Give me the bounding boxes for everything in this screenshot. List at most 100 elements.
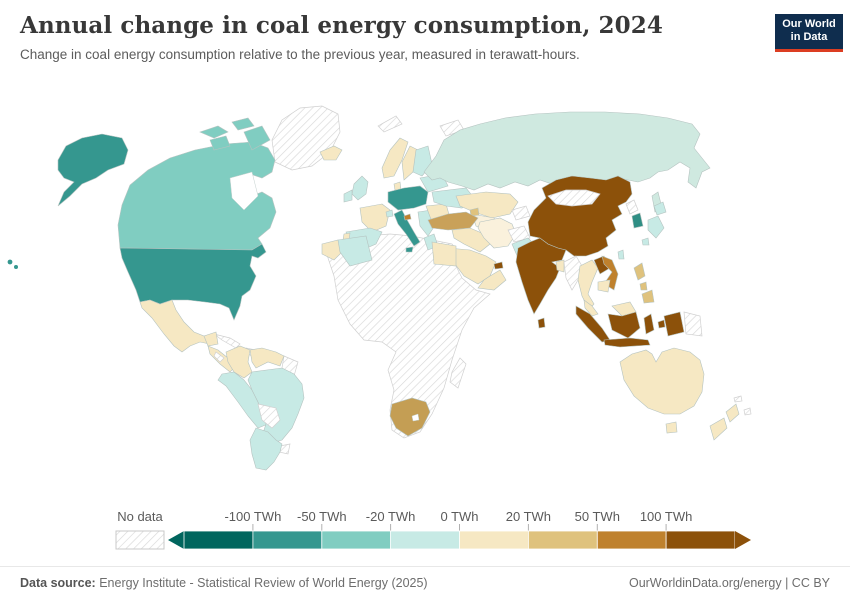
legend-no-data-swatch[interactable] [115, 530, 165, 550]
country-north-korea[interactable] [625, 199, 639, 215]
chart-header: Annual change in coal energy consumption… [20, 12, 755, 62]
country-fiji[interactable] [743, 407, 752, 416]
country-iran[interactable] [477, 217, 517, 249]
country-indonesia-sulawesi[interactable] [643, 313, 655, 335]
country-new-caledonia[interactable] [733, 395, 743, 403]
legend-bin-3[interactable] [390, 530, 460, 550]
country-indonesia-moluccas[interactable] [657, 319, 666, 329]
country-italy[interactable] [393, 209, 421, 247]
country-canada-baffin[interactable] [243, 125, 271, 151]
legend-bin-4[interactable] [459, 530, 529, 550]
country-japan-kyushu[interactable] [641, 237, 650, 246]
country-greenland[interactable] [271, 105, 341, 171]
country-malaysia[interactable] [583, 299, 599, 317]
country-india[interactable] [515, 237, 567, 315]
country-mongolia[interactable] [547, 189, 601, 207]
data-source-text: Energy Institute - Statistical Review of… [95, 576, 428, 590]
country-venezuela[interactable] [249, 347, 285, 369]
country-japan-honshu[interactable] [647, 215, 665, 239]
country-kazakhstan[interactable] [455, 191, 519, 219]
legend-bin-7[interactable] [665, 530, 736, 550]
country-bolivia-overlay[interactable] [257, 403, 281, 429]
region-central-america-no-data[interactable] [213, 351, 225, 363]
country-russia[interactable] [423, 111, 711, 191]
country-japan-hokkaido[interactable] [653, 201, 667, 216]
country-italy-sicily[interactable] [405, 246, 414, 253]
country-cuba[interactable] [213, 333, 241, 349]
country-philippines-mindanao[interactable] [641, 289, 655, 304]
country-usa[interactable] [119, 243, 267, 321]
footer-link[interactable]: OurWorldinData.org/energy [628, 576, 782, 590]
country-canada-arctic-1[interactable] [199, 125, 229, 139]
country-mexico[interactable] [139, 299, 213, 353]
legend-arrow-left[interactable] [168, 531, 184, 549]
country-papua-new-guinea[interactable] [683, 311, 703, 337]
country-usa-hawaii-2[interactable] [14, 265, 18, 269]
region-kyrgyz-tajik[interactable] [511, 205, 531, 221]
owid-logo[interactable]: Our World in Data [775, 14, 843, 52]
footer-separator: | [781, 576, 792, 590]
country-iceland[interactable] [319, 145, 343, 161]
country-south-africa[interactable] [389, 397, 431, 437]
country-turkey[interactable] [427, 211, 479, 231]
country-brazil[interactable] [247, 367, 305, 445]
country-algeria[interactable] [337, 235, 373, 267]
country-indonesia-borneo[interactable] [607, 311, 641, 339]
footer-license[interactable]: CC BY [791, 576, 830, 590]
country-lesotho [411, 413, 420, 422]
legend-bin-5[interactable] [528, 530, 598, 550]
country-slovenia[interactable] [403, 213, 412, 221]
legend-tick-label-6: 100 TWh [640, 509, 693, 524]
country-egypt[interactable] [431, 241, 457, 267]
country-new-zealand-north[interactable] [725, 403, 740, 423]
country-norway[interactable] [381, 137, 409, 179]
legend-bin-2[interactable] [321, 530, 392, 550]
country-new-zealand-south[interactable] [709, 417, 728, 441]
country-australia-tasmania[interactable] [665, 421, 678, 434]
data-source-label: Data source: [20, 576, 96, 590]
country-philippines-luzon[interactable] [633, 262, 646, 281]
legend-bin-1[interactable] [252, 530, 323, 550]
country-usa-hawaii-1[interactable] [7, 259, 13, 265]
country-south-korea[interactable] [631, 212, 644, 229]
country-mexico-yucatan[interactable] [203, 331, 219, 347]
country-svalbard[interactable] [377, 115, 403, 133]
hudson-bay [229, 171, 259, 211]
legend-bin-6[interactable] [596, 530, 667, 550]
country-canada-arctic-2[interactable] [231, 117, 255, 131]
country-australia[interactable] [619, 347, 705, 415]
country-taiwan[interactable] [617, 249, 625, 260]
country-uk[interactable] [351, 175, 369, 201]
map-legend: No data -100 TWh -50 TWh -20 TWh 0 TWh 2… [115, 509, 751, 550]
legend-tick-label-5: 50 TWh [575, 509, 620, 524]
country-afghanistan[interactable] [507, 225, 531, 243]
country-morocco[interactable] [321, 239, 345, 261]
country-indonesia-papua[interactable] [663, 311, 685, 337]
legend-arrow-right[interactable] [735, 531, 751, 549]
country-germany-poland[interactable] [387, 185, 429, 211]
legend-tick-label-4: 20 TWh [506, 509, 551, 524]
region-levant-iraq[interactable] [451, 227, 491, 253]
owid-logo-line2: in Data [790, 31, 828, 43]
country-indonesia-java[interactable] [603, 337, 651, 348]
footer-right: OurWorldinData.org/energy | CC BY [629, 576, 830, 600]
country-bangladesh[interactable] [555, 259, 565, 273]
legend-no-data-label: No data [117, 509, 163, 524]
country-usa-alaska[interactable] [57, 133, 129, 207]
country-sri-lanka[interactable] [537, 317, 546, 329]
region-oman-yemen[interactable] [477, 269, 507, 291]
country-madagascar[interactable] [449, 357, 467, 389]
country-france[interactable] [359, 203, 391, 233]
country-switzerland[interactable] [385, 209, 394, 218]
legend-bin-0[interactable] [183, 530, 254, 550]
legend-tick-label-3: 0 TWh [440, 509, 478, 524]
country-ireland[interactable] [343, 189, 353, 203]
country-uae[interactable] [493, 261, 504, 270]
country-philippines-visayas[interactable] [639, 281, 648, 291]
country-thailand[interactable] [577, 259, 599, 311]
country-canada[interactable] [117, 141, 277, 251]
country-canada-victoria[interactable] [209, 135, 231, 151]
country-chile-argentina[interactable] [249, 427, 283, 471]
country-cambodia[interactable] [597, 279, 611, 293]
